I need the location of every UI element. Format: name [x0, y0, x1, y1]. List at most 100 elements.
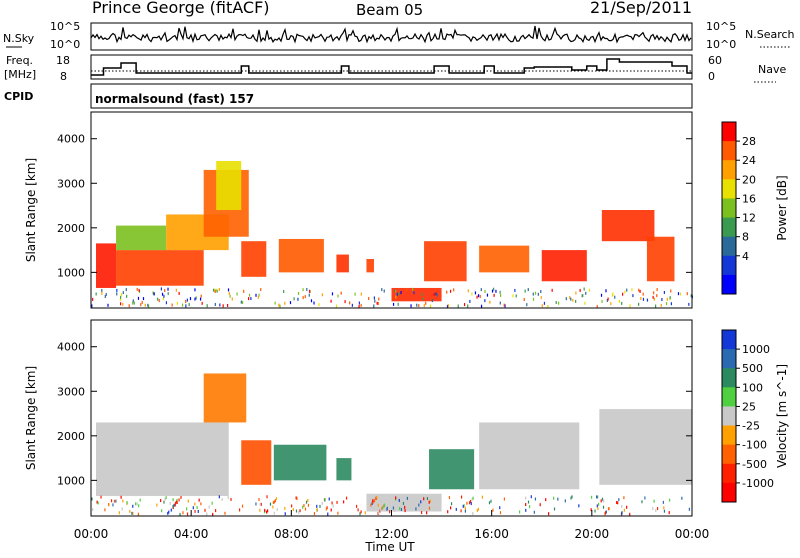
ground-scatter-speck	[386, 506, 388, 510]
ground-scatter-speck	[624, 290, 626, 294]
ground-scatter-speck	[136, 287, 138, 291]
ground-scatter-speck	[161, 292, 164, 296]
ground-scatter-speck	[460, 509, 462, 513]
scatter-region	[116, 225, 167, 251]
ground-scatter-speck	[302, 296, 304, 300]
ground-scatter-speck	[597, 495, 599, 499]
ground-scatter-speck	[623, 508, 625, 512]
date-label: 21/Sep/2011	[590, 0, 692, 17]
ground-scatter-speck	[275, 497, 277, 501]
ground-scatter-speck	[688, 507, 690, 511]
ground-scatter-speck	[663, 509, 666, 513]
ground-scatter-speck	[457, 304, 459, 308]
scatter-region	[96, 243, 117, 288]
cpid-text: normalsound (fast) 157	[95, 92, 254, 106]
ground-scatter-speck	[377, 302, 379, 306]
ground-scatter-speck	[158, 299, 160, 303]
scatter-region	[96, 422, 229, 496]
ground-scatter-speck	[296, 497, 298, 501]
ground-scatter-speck	[532, 292, 534, 296]
ground-scatter-speck	[200, 294, 202, 298]
ground-scatter-speck	[378, 511, 380, 515]
ground-scatter-speck	[104, 508, 106, 512]
ground-scatter-speck	[122, 302, 124, 306]
ground-scatter-speck	[284, 301, 286, 305]
ground-scatter-speck	[474, 291, 477, 295]
ground-scatter-speck	[470, 502, 472, 506]
x-tick-label: 00:00	[675, 527, 710, 541]
ground-scatter-speck	[372, 500, 374, 504]
scatter-region	[601, 210, 655, 242]
scatter-region	[429, 449, 475, 490]
ground-scatter-speck	[400, 291, 402, 295]
ground-scatter-speck	[248, 293, 251, 297]
ground-scatter-speck	[132, 299, 134, 303]
y-tick-label: 2000	[57, 222, 85, 235]
ground-scatter-speck	[196, 506, 198, 510]
ground-scatter-speck	[638, 302, 640, 306]
ground-scatter-speck	[125, 288, 127, 292]
ground-scatter-speck	[215, 288, 217, 292]
ground-scatter-speck	[243, 289, 245, 293]
ground-scatter-speck	[499, 506, 501, 510]
ground-scatter-speck	[420, 500, 422, 504]
ground-scatter-speck	[690, 294, 692, 298]
y-tick-label: 1000	[57, 474, 85, 487]
y-tick-label: 3000	[57, 177, 85, 190]
ground-scatter-speck	[641, 500, 643, 504]
x-tick-label: 00:00	[74, 527, 109, 541]
ground-scatter-speck	[476, 295, 478, 299]
ground-scatter-speck	[325, 507, 327, 511]
ground-scatter-speck	[219, 303, 221, 307]
colorbar-tick-label: 8	[742, 231, 749, 244]
ground-scatter-speck	[661, 297, 663, 301]
ground-scatter-speck	[364, 511, 366, 515]
ground-scatter-speck	[371, 501, 373, 505]
ground-scatter-speck	[91, 304, 93, 308]
ground-scatter-speck	[306, 287, 308, 291]
ground-scatter-speck	[228, 291, 230, 295]
ground-scatter-speck	[499, 511, 502, 515]
ground-scatter-speck	[175, 500, 178, 504]
ground-scatter-speck	[194, 288, 196, 292]
scatter-region	[366, 259, 374, 273]
scatter-region	[203, 373, 247, 423]
velocity-colorbar-ticks: 1000 500 100 25 -25 -100 -500 -1000	[736, 343, 774, 490]
ground-scatter-speck	[284, 506, 286, 510]
nsky-series-line	[90, 25, 692, 44]
ground-scatter-speck	[626, 505, 628, 509]
cpid-strip: CPID normalsound (fast) 157	[4, 83, 693, 109]
scatter-region	[479, 245, 530, 273]
cpid-label: CPID	[4, 90, 33, 103]
ground-scatter-speck	[321, 293, 323, 297]
ground-scatter-speck	[472, 496, 474, 500]
ground-scatter-speck	[644, 496, 646, 500]
ground-scatter-speck	[396, 292, 398, 296]
ground-scatter-speck	[213, 288, 215, 292]
ground-scatter-speck	[142, 297, 145, 301]
ground-scatter-speck	[135, 502, 137, 506]
ground-scatter-speck	[540, 296, 542, 300]
ground-scatter-speck	[273, 511, 275, 515]
ground-scatter-speck	[596, 304, 598, 308]
ground-scatter-speck	[201, 301, 203, 305]
ground-scatter-speck	[359, 512, 361, 516]
ground-scatter-speck	[269, 502, 272, 506]
ground-scatter-speck	[152, 291, 154, 295]
ground-scatter-speck	[570, 297, 572, 301]
ground-scatter-speck	[264, 508, 266, 512]
scatter-region	[391, 287, 442, 302]
ground-scatter-speck	[108, 503, 110, 507]
ground-scatter-speck	[583, 287, 585, 291]
ground-scatter-speck	[394, 289, 397, 293]
ground-scatter-speck	[655, 304, 657, 308]
ground-scatter-speck	[631, 288, 633, 292]
ground-scatter-speck	[418, 503, 420, 507]
ground-scatter-speck	[423, 497, 425, 501]
scatter-region	[479, 422, 580, 490]
ground-scatter-speck	[318, 303, 320, 307]
ground-scatter-speck	[469, 500, 472, 504]
ground-scatter-speck	[172, 498, 174, 502]
ground-scatter-speck	[212, 512, 214, 516]
